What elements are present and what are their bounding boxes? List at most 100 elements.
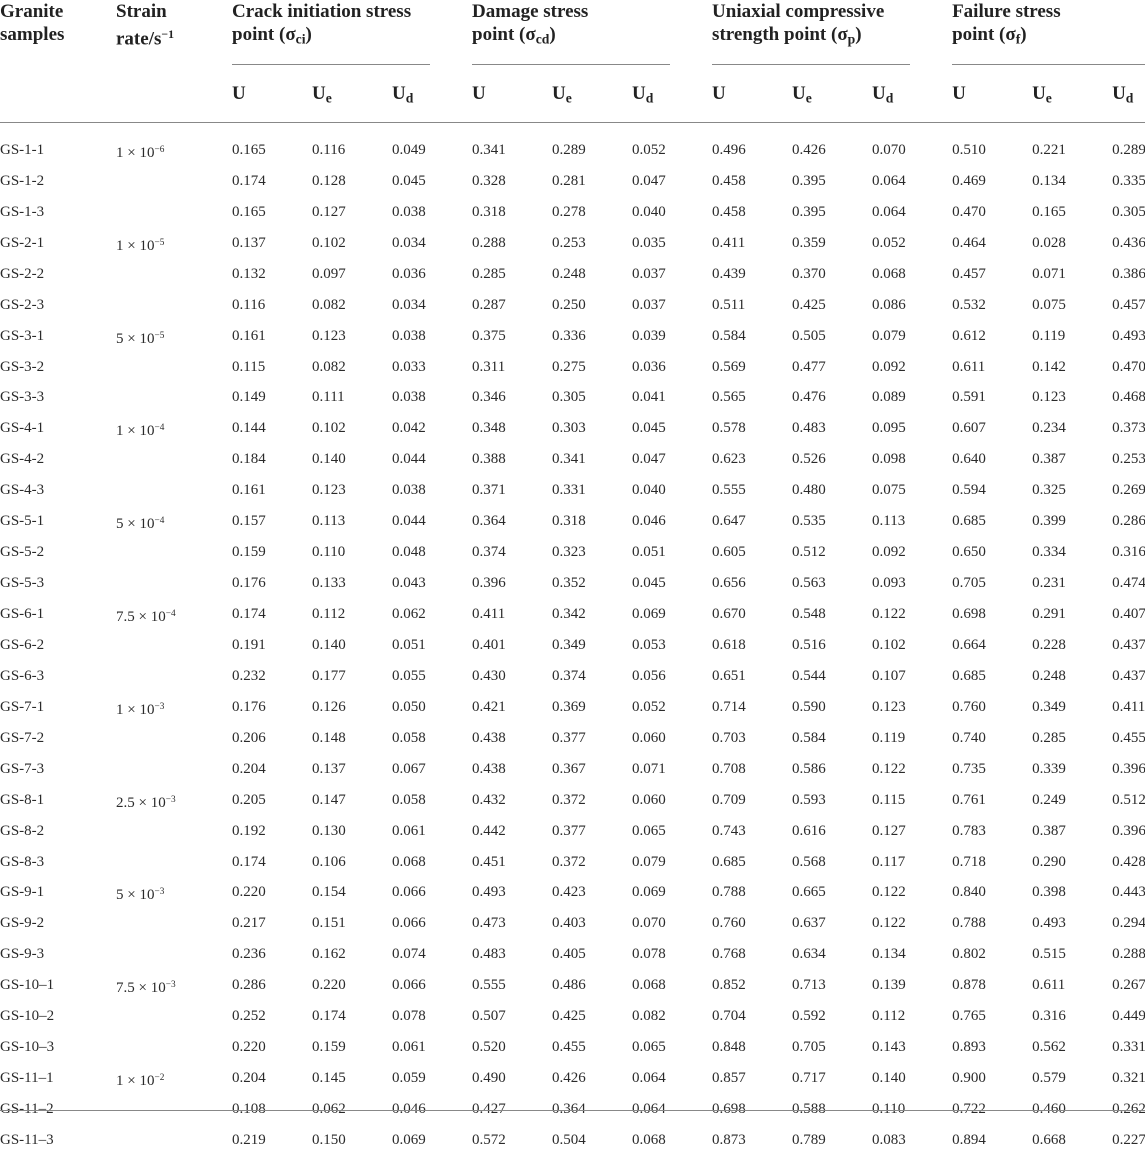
energy-value-cell: 0.321 bbox=[1112, 1070, 1145, 1087]
energy-value-cell: 0.083 bbox=[872, 1131, 906, 1148]
energy-value-cell: 0.468 bbox=[1112, 389, 1145, 406]
energy-value-cell: 0.070 bbox=[872, 142, 906, 159]
energy-value-cell: 0.116 bbox=[312, 142, 346, 159]
energy-value-cell: 0.512 bbox=[1112, 791, 1145, 808]
strain-rate-cell bbox=[116, 760, 232, 791]
strain-rate-cell bbox=[116, 296, 232, 327]
energy-value-cell: 0.048 bbox=[392, 544, 426, 561]
energy-value-cell: 0.460 bbox=[1032, 1101, 1066, 1118]
energy-value-cell: 0.062 bbox=[312, 1101, 346, 1118]
energy-value-cell: 0.427 bbox=[472, 1101, 506, 1118]
strain-rate-cell bbox=[116, 667, 232, 698]
energy-value-cell: 0.038 bbox=[392, 327, 426, 344]
energy-value-cell: 0.372 bbox=[552, 791, 586, 808]
energy-value-cell: 0.377 bbox=[552, 822, 586, 839]
strain-rate-cell bbox=[116, 914, 232, 945]
energy-value-cell: 0.316 bbox=[1112, 544, 1145, 561]
energy-value-cell: 0.512 bbox=[792, 544, 826, 561]
table-row: GS-5-1 5 × 10−4 0.157 0.113 0.044 0.364 0.318 0… bbox=[0, 512, 1145, 543]
energy-value-cell: 0.396 bbox=[1112, 760, 1145, 777]
energy-value-cell: 0.398 bbox=[1032, 884, 1066, 901]
energy-value-cell: 0.174 bbox=[232, 172, 266, 189]
energy-value-cell: 0.174 bbox=[232, 606, 266, 623]
table-row: GS-9-3 0.236 0.162 0.074 0.483 0.405 0.078 0.76… bbox=[0, 945, 1145, 976]
strain-rate-cell: 1 × 10−2 bbox=[116, 1073, 165, 1090]
energy-value-cell: 0.520 bbox=[472, 1039, 506, 1056]
energy-value-cell: 0.740 bbox=[952, 729, 986, 746]
energy-value-cell: 0.705 bbox=[792, 1039, 826, 1056]
header-energy-label: Ue bbox=[1032, 83, 1052, 106]
energy-value-cell: 0.093 bbox=[872, 575, 906, 592]
header-energy-label: U bbox=[472, 83, 486, 105]
energy-value-cell: 0.041 bbox=[632, 389, 666, 406]
energy-value-cell: 0.144 bbox=[232, 420, 266, 437]
energy-value-cell: 0.034 bbox=[392, 296, 426, 313]
energy-value-cell: 0.303 bbox=[552, 420, 586, 437]
table-row: GS-4-3 0.161 0.123 0.038 0.371 0.331 0.040 0.55… bbox=[0, 481, 1145, 512]
energy-value-cell: 0.423 bbox=[552, 884, 586, 901]
energy-value-cell: 0.894 bbox=[952, 1131, 986, 1148]
strain-rate-cell bbox=[116, 172, 232, 203]
energy-value-cell: 0.760 bbox=[952, 698, 986, 715]
energy-value-cell: 0.217 bbox=[232, 915, 266, 932]
strain-rate-cell bbox=[116, 203, 232, 234]
header-strain-rate: Strain rate/s−1 bbox=[116, 1, 174, 50]
energy-value-cell: 0.316 bbox=[1032, 1008, 1066, 1025]
table-row: GS-8-1 2.5 × 10−3 0.205 0.147 0.058 0.432 0.37… bbox=[0, 791, 1145, 822]
energy-value-cell: 0.288 bbox=[1112, 946, 1145, 963]
energy-value-cell: 0.458 bbox=[712, 172, 746, 189]
table-row: GS-10–1 7.5 × 10−3 0.286 0.220 0.066 0.555 0.4… bbox=[0, 976, 1145, 1007]
sample-id-cell: GS-11–3 bbox=[0, 1131, 54, 1148]
energy-value-cell: 0.162 bbox=[312, 946, 346, 963]
energy-value-cell: 0.703 bbox=[712, 729, 746, 746]
energy-value-cell: 0.438 bbox=[472, 760, 506, 777]
energy-value-cell: 0.544 bbox=[792, 667, 826, 684]
table-row: GS-5-3 0.176 0.133 0.043 0.396 0.352 0.045 0.65… bbox=[0, 574, 1145, 605]
energy-value-cell: 0.590 bbox=[792, 698, 826, 715]
energy-value-cell: 0.046 bbox=[392, 1101, 426, 1118]
energy-value-cell: 0.375 bbox=[472, 327, 506, 344]
header-energy-label: Ue bbox=[552, 83, 572, 106]
sample-id-cell: GS-4-3 bbox=[0, 482, 45, 499]
energy-value-cell: 0.348 bbox=[472, 420, 506, 437]
energy-value-cell: 0.698 bbox=[952, 606, 986, 623]
energy-value-cell: 0.486 bbox=[552, 977, 586, 994]
energy-value-cell: 0.359 bbox=[792, 234, 826, 251]
energy-value-cell: 0.349 bbox=[552, 636, 586, 653]
energy-value-cell: 0.047 bbox=[632, 172, 666, 189]
energy-value-cell: 0.857 bbox=[712, 1070, 746, 1087]
energy-value-cell: 0.490 bbox=[472, 1070, 506, 1087]
energy-value-cell: 0.411 bbox=[472, 606, 506, 623]
energy-value-cell: 0.341 bbox=[552, 451, 586, 468]
energy-value-cell: 0.056 bbox=[632, 667, 666, 684]
header-energy-label: Ud bbox=[392, 83, 414, 106]
energy-value-cell: 0.137 bbox=[232, 234, 266, 251]
energy-value-cell: 0.220 bbox=[232, 1039, 266, 1056]
energy-value-cell: 0.108 bbox=[232, 1101, 266, 1118]
energy-value-cell: 0.055 bbox=[392, 667, 426, 684]
energy-value-cell: 0.067 bbox=[392, 760, 426, 777]
energy-value-cell: 0.065 bbox=[632, 1039, 666, 1056]
energy-value-cell: 0.364 bbox=[552, 1101, 586, 1118]
energy-value-cell: 0.068 bbox=[632, 1131, 666, 1148]
energy-value-cell: 0.034 bbox=[392, 234, 426, 251]
table-row: GS-4-1 1 × 10−4 0.144 0.102 0.042 0.348 0.303 0… bbox=[0, 419, 1145, 450]
energy-value-cell: 0.426 bbox=[792, 142, 826, 159]
energy-value-cell: 0.336 bbox=[552, 327, 586, 344]
table-row: GS-7-3 0.204 0.137 0.067 0.438 0.367 0.071 0.70… bbox=[0, 760, 1145, 791]
energy-value-cell: 0.126 bbox=[312, 698, 346, 715]
energy-value-cell: 0.248 bbox=[552, 265, 586, 282]
energy-value-cell: 0.097 bbox=[312, 265, 346, 282]
header-samples: Granite samples bbox=[0, 1, 65, 45]
energy-value-cell: 0.117 bbox=[872, 853, 906, 870]
energy-value-cell: 0.442 bbox=[472, 822, 506, 839]
energy-value-cell: 0.051 bbox=[392, 636, 426, 653]
energy-value-cell: 0.281 bbox=[552, 172, 586, 189]
sample-id-cell: GS-2-2 bbox=[0, 265, 45, 282]
energy-value-cell: 0.234 bbox=[1032, 420, 1066, 437]
energy-value-cell: 0.132 bbox=[232, 265, 266, 282]
energy-value-cell: 0.047 bbox=[632, 451, 666, 468]
sample-id-cell: GS-8-3 bbox=[0, 853, 45, 870]
energy-value-cell: 0.640 bbox=[952, 451, 986, 468]
sample-id-cell: GS-9-3 bbox=[0, 946, 45, 963]
